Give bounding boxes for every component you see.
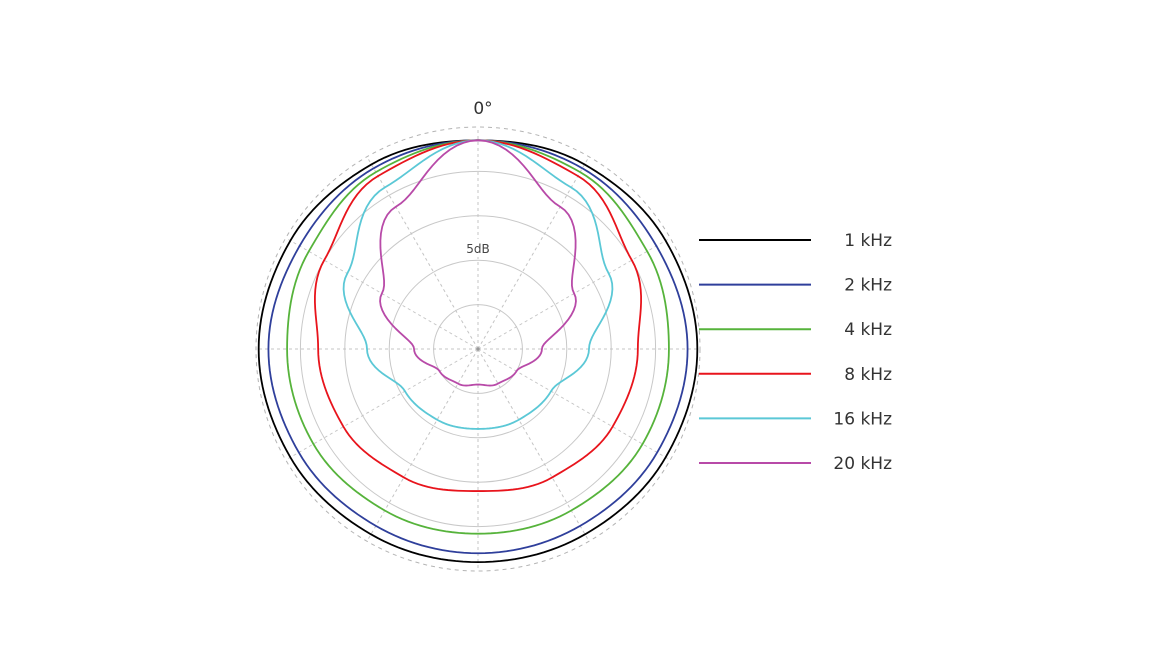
polar-grid: [255, 126, 701, 572]
legend-label-4: 16 kHz: [833, 409, 892, 429]
polar-series-layer: [257, 139, 699, 564]
grid-spoke: [366, 348, 479, 542]
grid-spoke: [477, 156, 590, 350]
grid-spoke: [285, 348, 479, 461]
series-line-2: [286, 139, 670, 535]
grid-ring: [299, 170, 657, 528]
polar-labels: 0° 5dB: [459, 99, 497, 257]
grid-spoke: [366, 156, 479, 350]
series-line-3: [314, 139, 642, 492]
center-dot: [476, 347, 480, 351]
legend-label-1: 2 kHz: [844, 276, 892, 296]
grid-ring: [388, 259, 568, 439]
legend-label-0: 1 kHz: [844, 231, 892, 251]
legend-label-5: 20 kHz: [833, 454, 892, 474]
legend-label-3: 8 kHz: [844, 365, 892, 385]
db-label-background: [459, 239, 497, 257]
series-line-4: [342, 139, 614, 430]
ring-db-label: 5dB: [466, 242, 489, 256]
angle-label-0deg: 0°: [473, 99, 492, 119]
series-line-0: [257, 139, 699, 564]
series-line-1: [267, 139, 689, 555]
series-line-5: [379, 139, 577, 387]
grid-ring: [255, 126, 701, 572]
grid-spoke: [477, 348, 590, 542]
grid-spoke: [477, 348, 671, 461]
legend: 1 kHz 2 kHz 4 kHz 8 kHz 16 kHz 20 kHz: [699, 231, 892, 474]
legend-label-2: 4 kHz: [844, 320, 892, 340]
